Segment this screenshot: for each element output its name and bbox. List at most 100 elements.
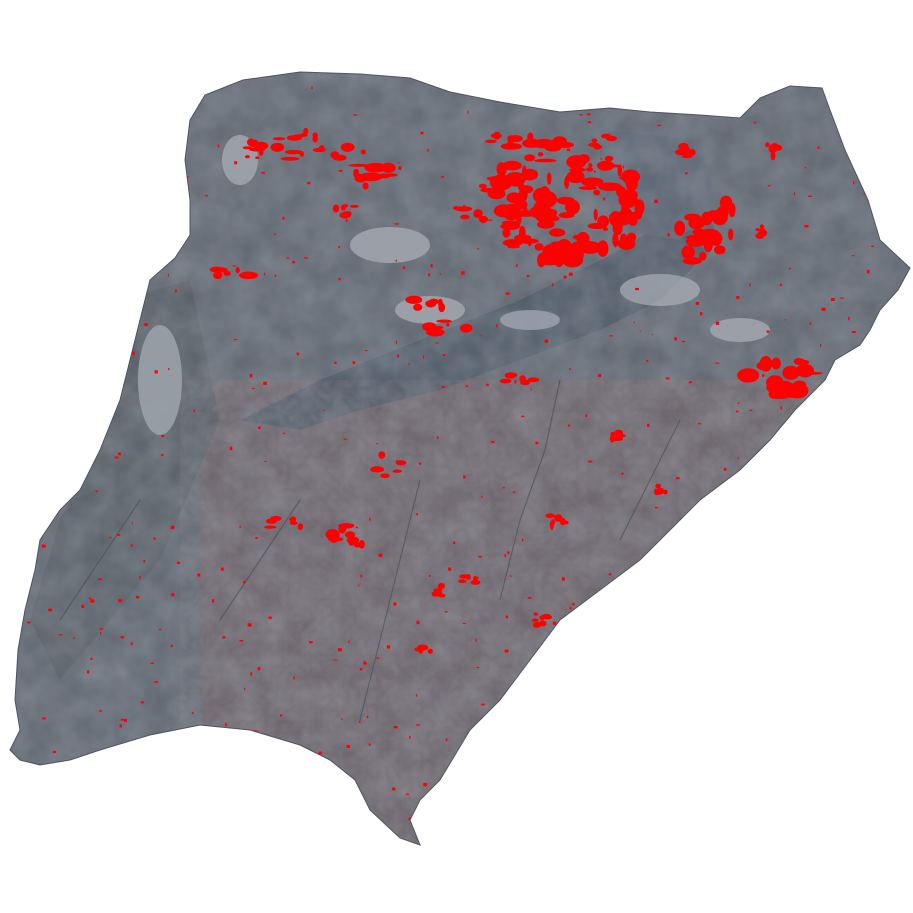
burn-speck xyxy=(239,640,244,642)
burn-speck xyxy=(461,271,465,275)
burn-speck xyxy=(239,525,241,528)
burn-patch xyxy=(344,531,356,539)
burn-speck xyxy=(398,166,402,170)
burn-speck xyxy=(784,319,786,321)
burn-speck xyxy=(369,517,371,521)
burn-cluster xyxy=(242,138,263,159)
burn-speck xyxy=(430,264,433,268)
burn-patch xyxy=(581,177,604,187)
burn-patch xyxy=(507,245,520,249)
burn-speck xyxy=(491,441,495,443)
burn-speck xyxy=(568,272,573,276)
burn-patch xyxy=(619,233,628,248)
burn-patch xyxy=(380,473,390,479)
burn-speck xyxy=(167,273,169,277)
burn-speck xyxy=(378,553,383,557)
burn-patch xyxy=(518,225,526,242)
burn-patch xyxy=(330,151,340,159)
burn-speck xyxy=(804,167,807,169)
burn-speck xyxy=(395,259,397,262)
burn-speck xyxy=(416,620,420,625)
burn-patch xyxy=(612,218,630,226)
burn-speck xyxy=(161,453,164,457)
burn-speck xyxy=(346,745,350,748)
burn-speck xyxy=(674,337,677,341)
burn-speck xyxy=(140,701,144,704)
burn-speck xyxy=(376,443,379,445)
burn-patch xyxy=(772,145,777,153)
burn-patch xyxy=(714,245,726,255)
burn-cluster xyxy=(545,513,569,529)
burn-speck xyxy=(197,573,201,577)
burn-patch xyxy=(556,196,575,205)
burn-speck xyxy=(255,156,260,159)
stream-network xyxy=(59,379,681,721)
burned-area-layer xyxy=(22,81,889,822)
burn-speck xyxy=(597,374,602,378)
burn-speck xyxy=(521,415,524,418)
burn-speck xyxy=(675,477,680,480)
burn-speck xyxy=(767,185,771,187)
burn-patch xyxy=(569,167,587,172)
burn-speck xyxy=(654,506,658,509)
burn-cluster xyxy=(332,204,359,219)
burn-speck xyxy=(804,225,809,228)
burn-speck xyxy=(462,622,467,624)
burn-patch xyxy=(381,162,396,173)
burn-speck xyxy=(416,513,418,516)
burn-speck xyxy=(749,283,751,287)
burn-patch xyxy=(602,227,609,231)
burn-speck xyxy=(168,367,170,370)
burn-patch xyxy=(244,155,250,159)
burn-speck xyxy=(263,272,266,276)
burn-speck xyxy=(465,385,469,388)
burn-patch xyxy=(546,172,552,185)
burn-patch xyxy=(354,173,367,183)
burn-patch xyxy=(223,270,231,276)
burn-patch xyxy=(500,143,523,150)
burn-speck xyxy=(225,722,227,726)
burn-speck xyxy=(296,352,300,356)
burn-patch xyxy=(578,186,598,190)
burn-speck xyxy=(154,681,159,683)
burn-speck xyxy=(217,144,220,148)
burn-speck xyxy=(809,322,812,325)
burn-patch xyxy=(235,267,240,274)
burn-speck xyxy=(505,615,508,619)
burn-patch xyxy=(768,389,785,399)
burn-patch xyxy=(285,149,303,155)
burn-speck xyxy=(446,323,450,327)
burn-patch xyxy=(340,204,346,211)
burn-patch xyxy=(597,160,615,171)
burn-speck xyxy=(428,575,431,577)
burn-speck xyxy=(234,161,238,165)
burn-patch xyxy=(242,146,253,150)
burn-speck xyxy=(130,642,133,645)
burn-speck xyxy=(579,114,583,116)
burn-speck xyxy=(398,162,400,164)
burn-speck xyxy=(695,301,700,305)
burn-patch xyxy=(755,232,765,239)
burn-speck xyxy=(175,289,177,293)
burn-speck xyxy=(124,718,127,722)
burn-speck xyxy=(205,195,208,197)
burn-speck xyxy=(486,383,489,386)
burn-speck xyxy=(770,391,775,393)
burn-patch xyxy=(522,138,541,148)
burn-patch xyxy=(537,220,555,229)
burn-patch xyxy=(591,138,598,143)
burn-speck xyxy=(338,169,343,172)
burn-patch xyxy=(534,158,557,163)
burn-patch xyxy=(437,298,443,308)
burn-patch xyxy=(681,150,690,156)
burn-patch xyxy=(597,240,609,257)
burn-speck xyxy=(360,574,363,578)
burn-patch xyxy=(395,460,407,466)
burn-speck xyxy=(428,273,431,277)
burn-speck xyxy=(516,264,518,268)
burn-patch xyxy=(272,137,286,141)
burn-speck xyxy=(117,534,121,536)
burn-patch xyxy=(534,243,544,251)
burn-speck xyxy=(249,373,253,378)
burn-patch xyxy=(728,202,736,218)
